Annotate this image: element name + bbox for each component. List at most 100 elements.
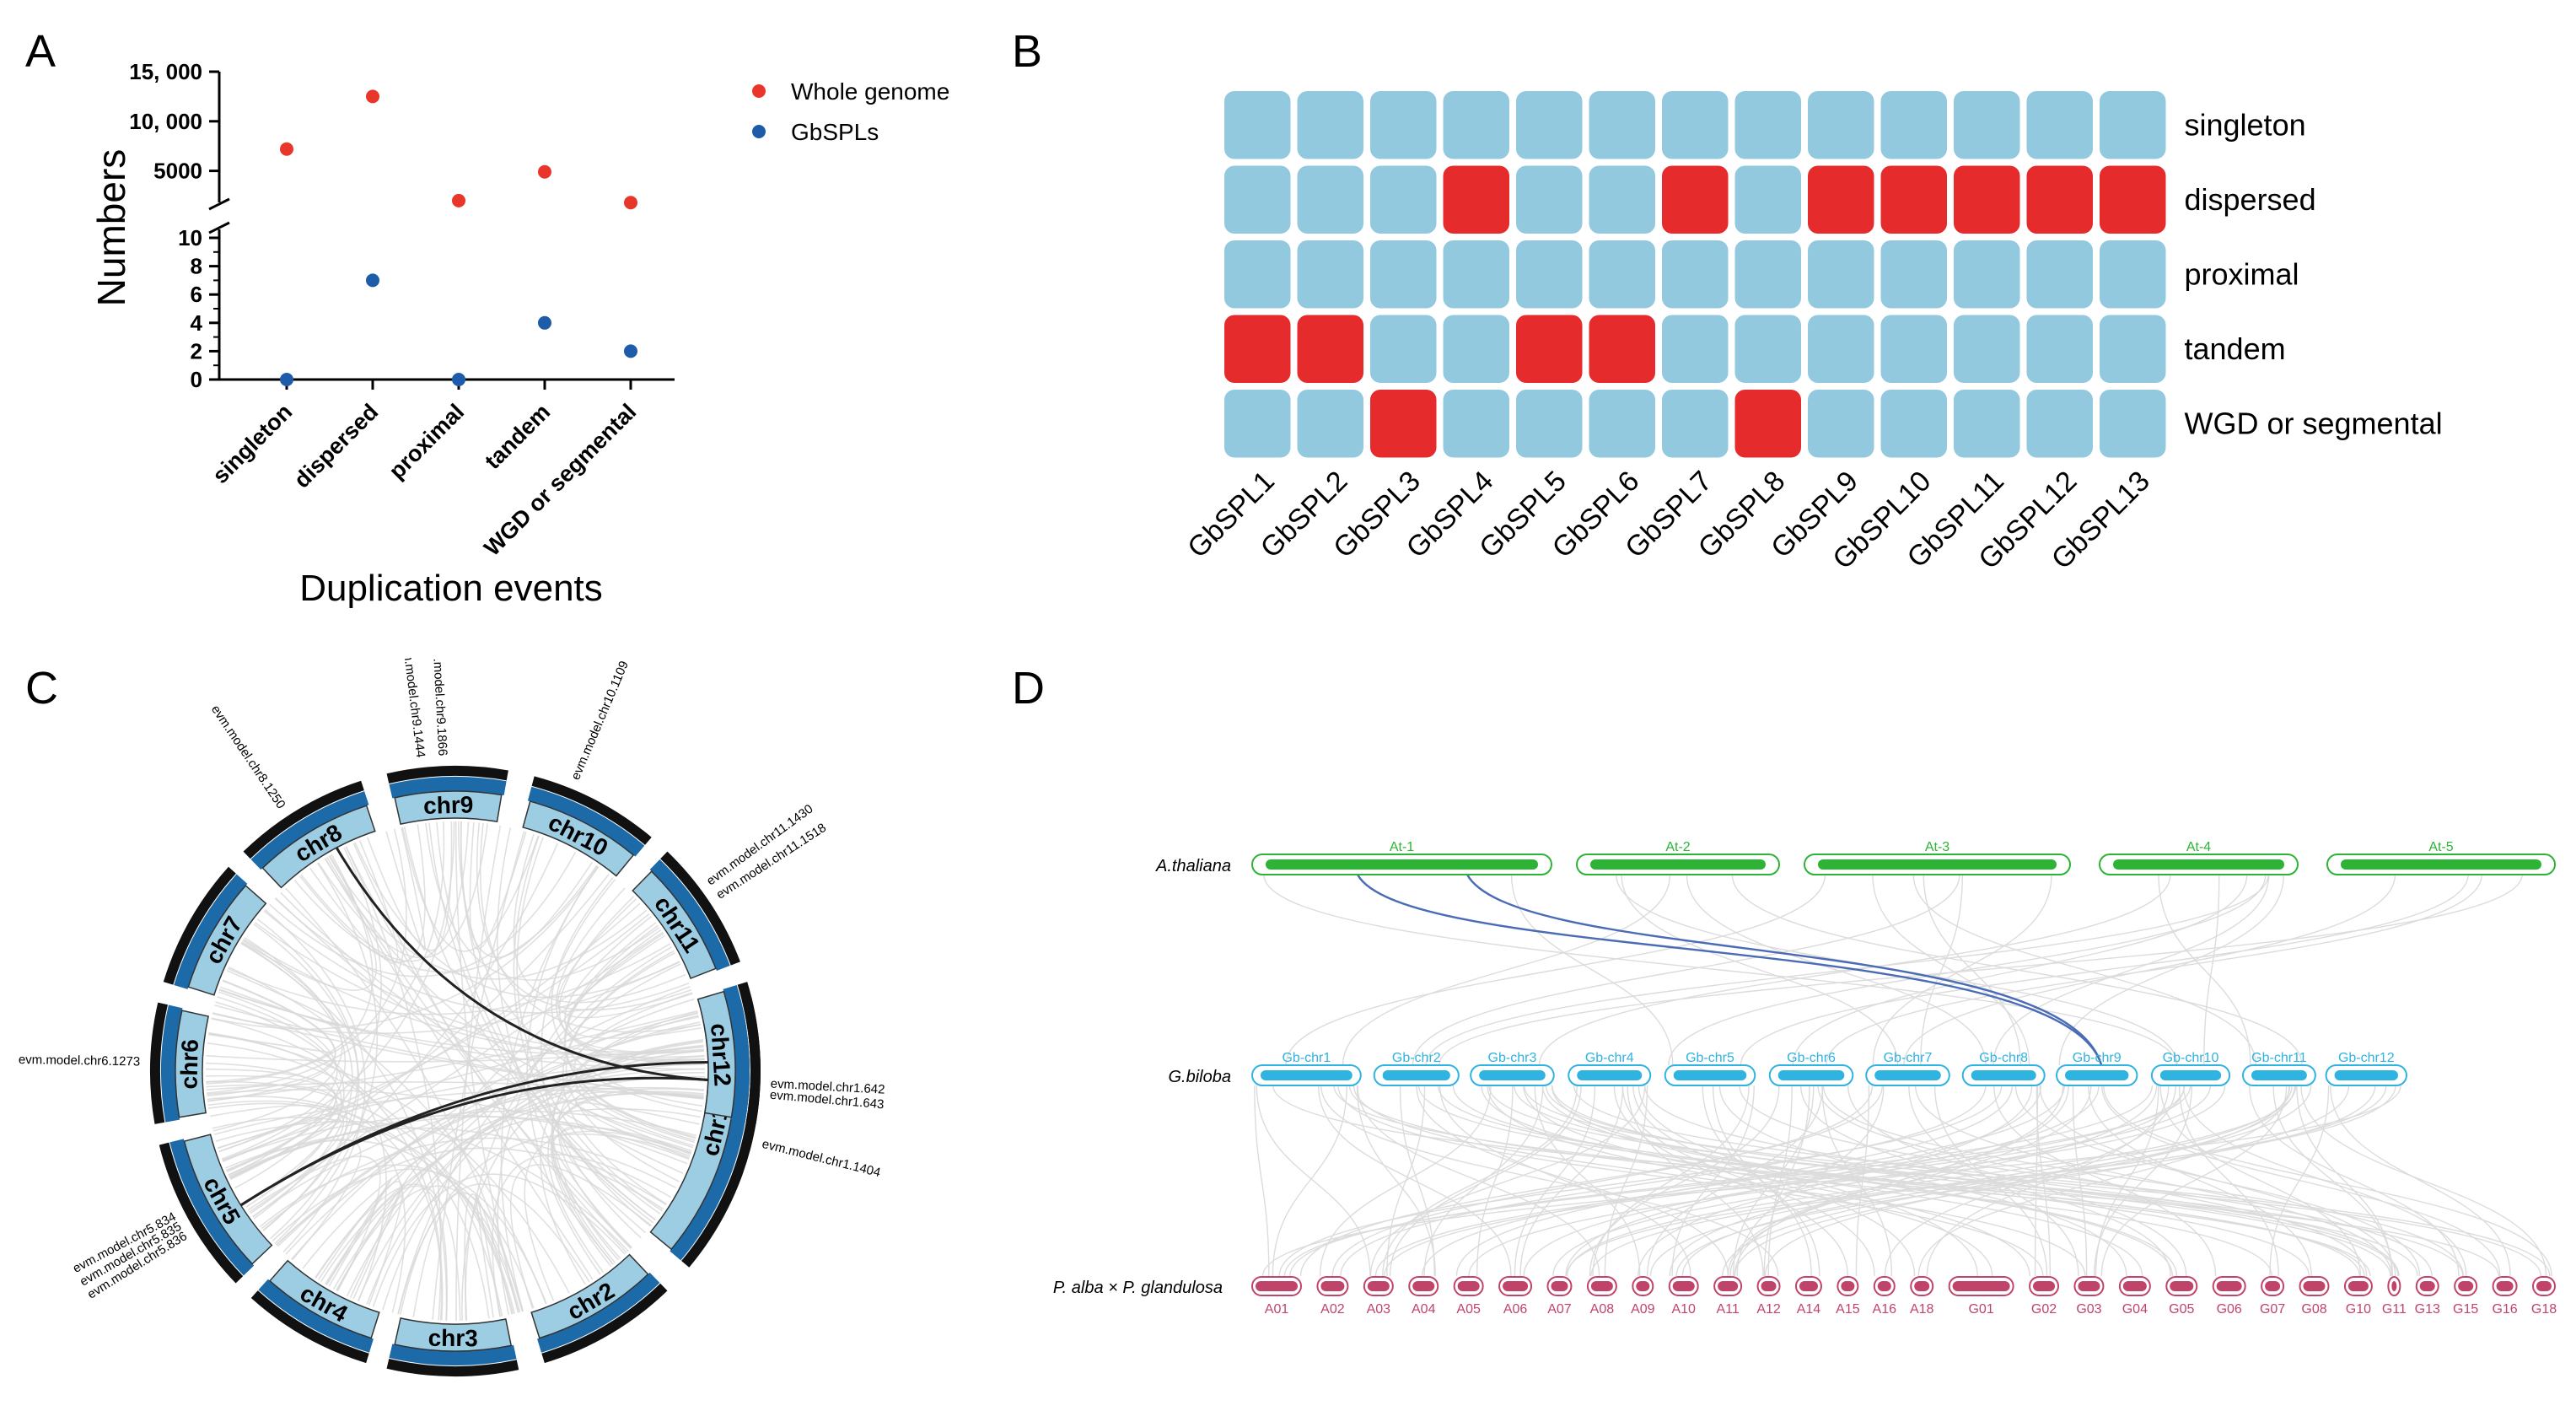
synteny-link: [1551, 1085, 2178, 1277]
heatmap-cell: [1516, 315, 1583, 383]
heatmap-cell: [1224, 315, 1291, 383]
synteny-link: [476, 822, 692, 1011]
heatmap-cell: [1443, 240, 1509, 309]
synteny-link: [1681, 1085, 2312, 1277]
chromosome-label-pa: A05: [1456, 1302, 1481, 1317]
synteny-link: [1384, 1085, 2212, 1277]
chromosome-bar-at: [2113, 859, 2284, 870]
heatmap-cell: [1443, 390, 1509, 458]
synteny-link: [1519, 1085, 1624, 1277]
chromosome-ideogram: [696, 990, 736, 1118]
row-label: dispersed: [2185, 182, 2316, 217]
synteny-link: [551, 1072, 705, 1265]
chromosome-ideogram: [183, 1134, 273, 1265]
chromosome-ideogram: [187, 884, 267, 996]
synteny-link: [1589, 1085, 1780, 1277]
chromosome-label-pa: G16: [2492, 1302, 2517, 1317]
y-tick-label: 6: [191, 282, 202, 307]
synteny-link: [207, 1100, 490, 1319]
synteny-link: [1278, 1085, 2003, 1277]
synteny-link: [567, 933, 702, 1039]
synteny-link: [2178, 1085, 2279, 1277]
synteny-link: [1534, 1085, 1641, 1277]
density-track: [150, 1002, 168, 1124]
chromosome-label-pa: G18: [2531, 1302, 2557, 1317]
synteny-link: [385, 827, 426, 951]
synteny-link: [1590, 1085, 2387, 1277]
heatmap-cell: [2100, 240, 2166, 309]
heatmap-cell: [1808, 91, 1874, 159]
heatmap-cell: [1954, 91, 2020, 159]
chromosome-bar-pa: [1457, 1281, 1480, 1291]
synteny-link: [1439, 874, 2523, 1066]
synteny-link: [1573, 1085, 2551, 1277]
y-tick-label: 2: [191, 338, 202, 364]
chromosome-bar-pa: [2391, 1281, 2397, 1291]
synteny-link: [240, 942, 448, 1321]
synteny-link: [208, 1102, 406, 1313]
y-tick-label: 8: [191, 254, 202, 279]
chromosome-band: [250, 791, 369, 870]
chromosome-bar-pa: [1412, 1281, 1435, 1291]
synteny-link: [252, 843, 559, 1218]
chromosome-label-pa: G05: [2169, 1302, 2194, 1317]
synteny-link: [1821, 1085, 1893, 1277]
chromosome-band: [258, 1279, 374, 1353]
chromosome-label-pa: A01: [1265, 1302, 1289, 1317]
panel-label-c: C: [25, 663, 58, 714]
heatmap-cell: [1370, 91, 1437, 159]
synteny-link: [564, 916, 704, 1053]
heatmap-cell: [2100, 91, 2166, 159]
synteny-link: [551, 877, 703, 1107]
chromosome-label-at: At-5: [2428, 840, 2453, 854]
heatmap-cell: [1370, 240, 1437, 309]
synteny-link: [1734, 1085, 2350, 1277]
chromosome-bar-pa: [1503, 1281, 1529, 1291]
synteny-link: [1256, 1085, 1371, 1277]
chromosome-ideogram: [394, 790, 503, 826]
synteny-link: [218, 1058, 705, 1150]
synteny-link: [2095, 1085, 2159, 1277]
chromosome-bar-pa: [2303, 1281, 2326, 1291]
synteny-link: [229, 874, 610, 1180]
synteny-link: [1425, 874, 2269, 1066]
synteny-link: [475, 1193, 502, 1318]
heatmap-cell: [1589, 91, 1655, 159]
synteny-link: [208, 1033, 333, 1054]
chromosome-bar-pa: [1761, 1281, 1777, 1291]
synteny-link: [2300, 1085, 2547, 1277]
legend-label: GbSPLs: [791, 119, 879, 145]
synteny-link: [1510, 874, 1674, 1066]
heatmap-cell: [1589, 240, 1655, 309]
heatmap-cell: [2026, 390, 2093, 458]
synteny-link: [428, 822, 654, 1224]
x-tick-label: dispersed: [289, 399, 383, 493]
chromosome-label-pa: G01: [1968, 1302, 1993, 1317]
point-gbspls: [366, 273, 379, 288]
density-track: [531, 776, 652, 845]
heatmap-cell: [1808, 165, 1874, 234]
synteny-link: [1872, 874, 2052, 1066]
gene-label: evm.model.chr9.1866: [429, 658, 450, 757]
chromosome-label-pa: G04: [2122, 1302, 2148, 1317]
synteny-link: [2014, 1085, 2421, 1277]
heatmap-cell: [1516, 390, 1583, 458]
heatmap-cell: [1808, 315, 1874, 383]
panel-a-scatter-chart: 5000 10, 000 15, 000 0 24 6 8 10 singletondisper…: [89, 59, 949, 609]
synteny-link: [247, 1155, 381, 1292]
synteny-link: [207, 980, 336, 1102]
synteny-link: [1333, 1085, 2371, 1277]
synteny-link: [325, 1092, 704, 1285]
density-track: [660, 851, 740, 966]
heatmap-cell: [1370, 165, 1437, 234]
synteny-link: [1632, 1085, 1916, 1277]
chromosome-band: [649, 859, 730, 972]
x-tick-label: tandem: [480, 399, 555, 474]
gene-label: evm.model.chr8.1250: [208, 703, 288, 811]
heatmap-cell: [2026, 165, 2093, 234]
synteny-link: [1702, 1085, 1820, 1277]
heatmap-cell: [2100, 315, 2166, 383]
synteny-link: [256, 918, 359, 1231]
chromosome-label-pa: A04: [1412, 1302, 1436, 1317]
density-track: [243, 780, 364, 859]
